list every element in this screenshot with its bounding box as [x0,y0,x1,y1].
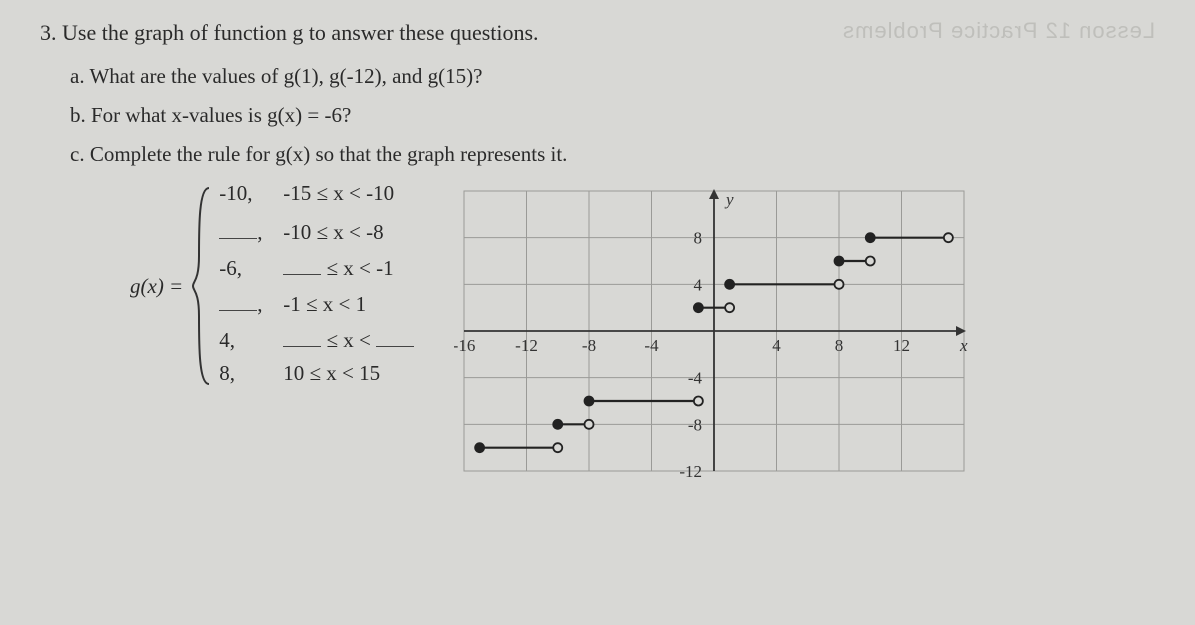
piecewise-row: , -1 ≤ x < 1 [219,289,414,319]
piecewise-condition: ≤ x < [283,325,414,353]
svg-text:4: 4 [694,275,703,294]
step-function-chart: -16 -12 -8 -4 4 8 12 4 8 -4 -8 -12 y x [454,181,974,486]
piecewise-row: -6, ≤ x < -1 [219,253,414,283]
piecewise-value: 4, [219,328,269,353]
svg-text:-4: -4 [688,369,703,388]
blank-field[interactable] [376,325,414,347]
part-c: c. Complete the rule for g(x) so that th… [70,142,1155,167]
brace-icon [191,186,213,386]
piecewise-condition: -15 ≤ x < -10 [283,181,394,206]
piecewise-value: -6, [219,256,269,281]
svg-text:8: 8 [835,336,844,355]
piecewise-value: 8, [219,361,269,386]
blank-field[interactable] [219,217,257,239]
svg-text:y: y [724,190,734,209]
piecewise-value: -10, [219,181,269,206]
function-label: g(x) = [130,274,183,299]
piecewise-row: 8, 10 ≤ x < 15 [219,361,414,391]
part-a: a. What are the values of g(1), g(-12), … [70,64,1155,89]
piecewise-definition: g(x) = -10, -15 ≤ x < -10, -10 ≤ x < -8 -6,… [130,181,414,391]
svg-text:x: x [959,336,968,355]
piecewise-value: , [219,217,269,245]
svg-text:-16: -16 [454,336,475,355]
piecewise-condition: ≤ x < -1 [283,253,393,281]
question-prompt: 3. Use the graph of function g to answer… [40,20,1155,46]
question-number: 3. [40,20,57,45]
svg-text:-8: -8 [582,336,596,355]
part-b: b. For what x-values is g(x) = -6? [70,103,1155,128]
svg-text:12: 12 [893,336,910,355]
svg-text:4: 4 [772,336,781,355]
piecewise-row: 4, ≤ x < [219,325,414,355]
piecewise-condition: -1 ≤ x < 1 [283,292,366,317]
svg-text:-12: -12 [515,336,538,355]
piecewise-condition: -10 ≤ x < -8 [283,220,383,245]
svg-text:-12: -12 [679,462,702,481]
svg-text:8: 8 [694,229,703,248]
piecewise-row: -10, -15 ≤ x < -10 [219,181,414,211]
blank-field[interactable] [283,253,321,275]
svg-text:-8: -8 [688,415,702,434]
piecewise-value: , [219,289,269,317]
piecewise-condition: 10 ≤ x < 15 [283,361,380,386]
blank-field[interactable] [283,325,321,347]
svg-text:-4: -4 [645,336,660,355]
piecewise-row: , -10 ≤ x < -8 [219,217,414,247]
blank-field[interactable] [219,289,257,311]
